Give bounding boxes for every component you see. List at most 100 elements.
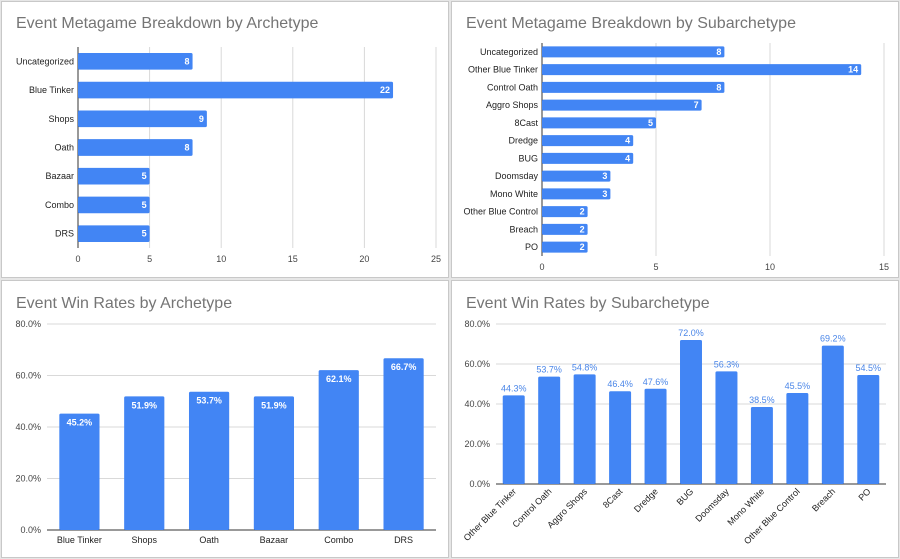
bar	[542, 241, 588, 253]
archetype-breakdown-panel: Event Metagame Breakdown by Archetype 0 5 1…	[1, 1, 449, 278]
bar	[318, 370, 359, 530]
data-label: 5	[142, 229, 147, 239]
bar	[573, 374, 596, 484]
x-tick-label: 5	[653, 262, 658, 272]
subarchetype-winrate-panel: Event Win Rates by Subarchetype 0.0% 20.0%…	[451, 280, 899, 558]
bar	[857, 375, 880, 484]
data-label: 56.3%	[714, 359, 740, 369]
subarchetype-breakdown-chart: Event Metagame Breakdown by Subarchetype…	[463, 15, 889, 272]
x-tick-label: 15	[288, 254, 298, 264]
category-label: Doomsday	[693, 486, 731, 524]
data-label: 47.6%	[643, 377, 669, 387]
chart-title: Event Win Rates by Subarchetype	[466, 295, 710, 312]
x-tick-label: 5	[147, 254, 152, 264]
bar	[542, 46, 725, 58]
category-label: Breach	[810, 486, 837, 513]
y-tick-label: 40.0%	[464, 399, 490, 409]
category-label: Other Blue Tinker	[468, 65, 538, 75]
x-tick-label: 10	[216, 254, 226, 264]
bar	[78, 196, 150, 214]
archetype-breakdown-chart: Event Metagame Breakdown by Archetype 0 5 1…	[16, 15, 441, 264]
bar	[542, 188, 611, 200]
data-label: 22	[380, 85, 390, 95]
bar	[253, 396, 295, 530]
data-label: 72.0%	[678, 328, 704, 338]
category-label: Mono White	[490, 189, 538, 199]
data-label: 45.5%	[785, 381, 811, 391]
bar	[78, 139, 193, 156]
chart-title: Event Metagame Breakdown by Subarchetype	[466, 15, 796, 32]
chart-title: Event Win Rates by Archetype	[16, 295, 232, 312]
category-label: Dredge	[632, 486, 660, 514]
y-tick-label: 40.0%	[15, 422, 41, 432]
x-tick-label: 0	[75, 254, 80, 264]
bar	[78, 81, 394, 99]
y-tick-label: 20.0%	[15, 474, 41, 484]
category-label: Oath	[199, 535, 219, 545]
category-label: DRS	[394, 535, 413, 545]
bar	[502, 395, 525, 484]
y-tick-label: 60.0%	[464, 359, 490, 369]
category-label: Doomsday	[495, 171, 539, 181]
y-tick-label: 0.0%	[469, 479, 490, 489]
y-tick-label: 0.0%	[20, 525, 41, 535]
subarchetype-breakdown-panel: Event Metagame Breakdown by Subarchetype…	[451, 1, 899, 278]
category-label: Uncategorized	[16, 56, 74, 66]
data-label: 5	[648, 118, 653, 128]
category-label: PO	[856, 486, 872, 502]
category-label: Control Oath	[487, 82, 538, 92]
bar	[78, 110, 207, 128]
category-label: Breach	[509, 224, 538, 234]
category-label: Blue Tinker	[57, 535, 102, 545]
bar	[715, 371, 738, 484]
data-label: 2	[580, 224, 585, 234]
bar	[188, 391, 230, 530]
data-label: 38.5%	[749, 395, 775, 405]
data-label: 44.3%	[501, 383, 527, 393]
category-label: 8Cast	[601, 486, 625, 510]
y-tick-label: 60.0%	[15, 371, 41, 381]
category-label: Shops	[48, 114, 74, 124]
category-label: Dredge	[508, 136, 538, 146]
bar	[124, 396, 165, 530]
bar	[542, 64, 862, 76]
bar	[821, 345, 844, 484]
x-tick-label: 10	[765, 262, 775, 272]
bar	[542, 99, 702, 111]
data-label: 66.7%	[391, 362, 417, 372]
bar	[609, 391, 632, 484]
bar	[59, 413, 100, 530]
category-label: Bazaar	[45, 171, 74, 181]
bar	[542, 135, 634, 147]
bar	[542, 152, 634, 164]
category-label: Combo	[45, 200, 74, 210]
data-label: 2	[580, 207, 585, 217]
data-label: 53.7%	[536, 365, 562, 375]
data-label: 54.5%	[856, 363, 882, 373]
category-label: Bazaar	[260, 535, 289, 545]
chart-title: Event Metagame Breakdown by Archetype	[16, 15, 318, 32]
bar	[750, 407, 773, 484]
category-label: Oath	[54, 143, 74, 153]
data-label: 7	[694, 100, 699, 110]
bar	[542, 81, 725, 93]
data-label: 45.2%	[67, 418, 93, 428]
category-label: Aggro Shops	[486, 100, 539, 110]
category-label: DRS	[55, 229, 74, 239]
data-label: 2	[580, 242, 585, 252]
data-label: 51.9%	[131, 400, 157, 410]
bar	[644, 388, 667, 484]
bar	[542, 117, 656, 129]
data-label: 4	[625, 136, 630, 146]
y-tick-label: 80.0%	[464, 319, 490, 329]
data-label: 62.1%	[326, 374, 352, 384]
data-label: 8	[716, 47, 721, 57]
data-label: 4	[625, 153, 630, 163]
archetype-winrate-chart: Event Win Rates by Archetype 0.0% 20.0% 40.…	[15, 295, 436, 545]
data-label: 53.7%	[196, 396, 222, 406]
bar	[542, 170, 611, 182]
category-label: 8Cast	[514, 118, 538, 128]
data-label: 5	[142, 200, 147, 210]
archetype-winrate-panel: Event Win Rates by Archetype 0.0% 20.0% 40.…	[1, 280, 449, 558]
data-label: 46.4%	[607, 379, 633, 389]
